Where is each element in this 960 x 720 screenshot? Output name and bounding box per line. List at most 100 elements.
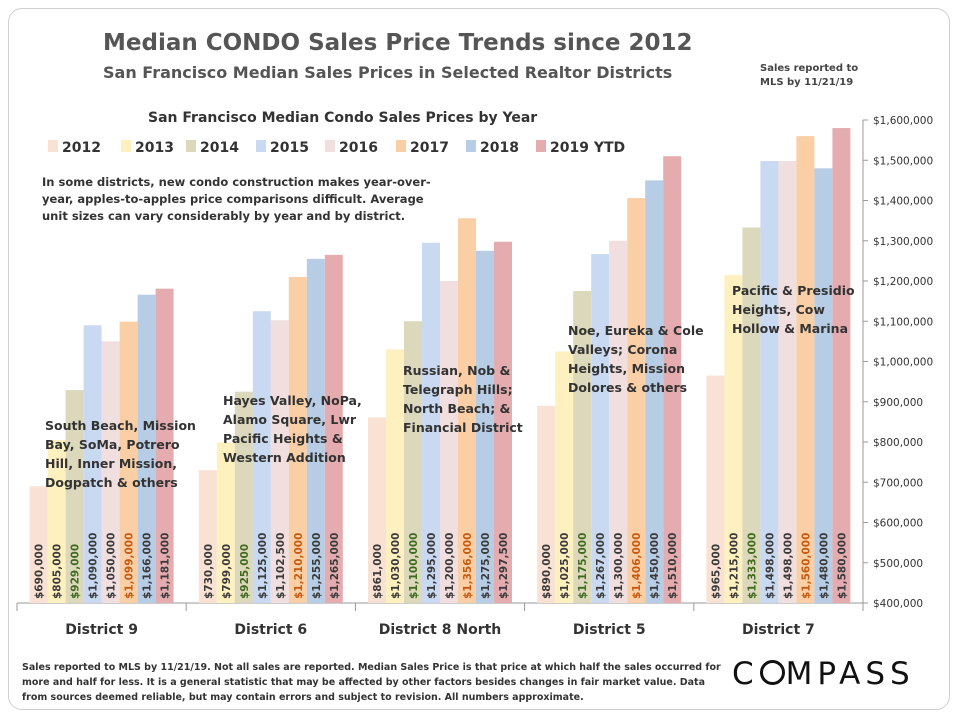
district-description-line: North Beach; & <box>403 401 511 416</box>
bar <box>288 276 307 603</box>
legend-swatch <box>325 140 335 152</box>
chart-title: San Francisco Median Condo Sales Prices … <box>148 110 537 126</box>
legend-label: 2017 <box>410 140 449 156</box>
bar-value-label: $890,000 <box>541 544 553 599</box>
bar <box>663 156 682 603</box>
district-description-line: Telegraph Hills; <box>403 382 513 397</box>
y-tick-label: $1,600,000 <box>873 115 933 127</box>
bar-value-label: $1,510,000 <box>667 533 679 599</box>
bar <box>724 274 743 603</box>
district-description-line: Heights, Cow <box>732 302 825 317</box>
bar-value-label: $805,000 <box>52 544 64 599</box>
bar-value-label: $1,333,000 <box>746 533 758 599</box>
bar-value-label: $1,498,000 <box>782 533 794 599</box>
bar <box>29 486 48 603</box>
bar-value-label: $1,215,000 <box>728 533 740 599</box>
bar-value-label: $1,175,000 <box>577 533 589 599</box>
district-description-line: Hollow & Marina <box>732 321 848 336</box>
district-description-line: Dogpatch & others <box>45 475 178 490</box>
bar-value-label: $1,267,000 <box>595 533 607 599</box>
legend-swatch <box>256 140 266 152</box>
legend-label: 2019 YTD <box>550 140 625 156</box>
bar-value-label: $1,295,000 <box>426 533 438 599</box>
bar <box>627 198 646 603</box>
bar-value-label: $1,090,000 <box>88 533 100 599</box>
legend-label: 2012 <box>62 140 101 156</box>
bar-value-label: $1,406,000 <box>631 533 643 599</box>
compass-logo: C MPASS <box>732 656 915 692</box>
district-description-line: Western Addition <box>223 450 346 465</box>
legend-swatch <box>466 140 476 152</box>
bar <box>234 391 253 603</box>
district-description-line: Russian, Nob & <box>403 363 510 378</box>
district-description-line: Financial District <box>403 420 523 435</box>
bar-value-label: $1,181,000 <box>160 533 172 599</box>
legend-swatch <box>186 140 196 152</box>
bar-value-label: $925,000 <box>239 544 251 599</box>
bar-value-label: $1,200,000 <box>444 533 456 599</box>
bar-value-label: $1,356,000 <box>462 533 474 599</box>
report-date-note: Sales reported to MLS by 11/21/19 <box>760 63 859 88</box>
district-description-line: Hill, Inner Mission, <box>45 456 177 471</box>
bar <box>252 311 271 603</box>
legend-label: 2013 <box>135 140 174 156</box>
bar <box>65 390 84 603</box>
bar <box>119 321 138 603</box>
bar-value-label: $799,000 <box>221 544 233 599</box>
bar <box>796 136 815 603</box>
district-description-line: Pacific & Presidio <box>732 283 855 298</box>
y-tick-label: $600,000 <box>873 518 923 530</box>
bar-value-label: $1,300,000 <box>613 533 625 599</box>
bar <box>706 375 725 603</box>
bar-value-label: $1,480,000 <box>818 533 830 599</box>
chart-note-line: unit sizes can vary considerably by year… <box>42 209 405 223</box>
bar <box>422 242 440 603</box>
district-description-line: Bay, SoMa, Potrero <box>45 437 180 452</box>
bar <box>832 128 851 604</box>
district-description-line: Alamo Square, Lwr <box>223 412 357 427</box>
y-tick-label: $1,100,000 <box>873 316 933 328</box>
district-description-line: Pacific Heights & <box>223 431 343 446</box>
bar-value-label: $1,275,000 <box>480 533 492 599</box>
bar <box>270 320 289 603</box>
y-tick-label: $400,000 <box>873 598 923 610</box>
y-tick-label: $800,000 <box>873 437 923 449</box>
bar-value-label: $1,265,000 <box>329 533 341 599</box>
x-category-label: District 8 North <box>379 622 502 638</box>
x-category-label: District 6 <box>234 622 307 638</box>
bar <box>137 294 156 603</box>
page-title: Median CONDO Sales Price Trends since 20… <box>103 30 693 56</box>
x-category-label: District 7 <box>742 622 815 638</box>
x-category-label: District 5 <box>573 622 646 638</box>
chart-note-line: year, apples-to-apples price comparisons… <box>42 192 424 206</box>
bar <box>198 470 217 603</box>
bar <box>386 349 404 603</box>
legend-label: 2015 <box>270 140 309 156</box>
y-tick-label: $700,000 <box>873 477 923 489</box>
bar <box>101 341 120 603</box>
bar <box>778 161 797 603</box>
bar-value-label: $1,025,000 <box>559 533 571 599</box>
bar-value-label: $690,000 <box>34 544 46 599</box>
bar <box>216 442 235 603</box>
legend-swatch <box>536 140 546 152</box>
district-description-line: Heights, Mission <box>568 361 685 376</box>
bar-value-label: $1,100,000 <box>408 533 420 599</box>
bar-value-label: $1,102,500 <box>275 533 287 599</box>
district-description-line: Dolores & others <box>568 380 687 395</box>
bar <box>555 351 574 603</box>
bar-value-label: $1,166,000 <box>142 533 154 599</box>
bar-value-label: $929,000 <box>70 544 82 599</box>
bar <box>537 405 556 603</box>
bar-value-label: $1,297,500 <box>498 533 510 599</box>
bar-value-label: $1,450,000 <box>649 533 661 599</box>
legend-label: 2018 <box>480 140 519 156</box>
legend-label: 2014 <box>200 140 239 156</box>
legend-swatch <box>396 140 406 152</box>
bar-value-label: $861,000 <box>372 544 384 599</box>
chart-note-line: In some districts, new condo constructio… <box>42 175 431 189</box>
bar <box>591 254 610 603</box>
bar <box>814 168 833 604</box>
y-tick-label: $1,300,000 <box>873 236 933 248</box>
